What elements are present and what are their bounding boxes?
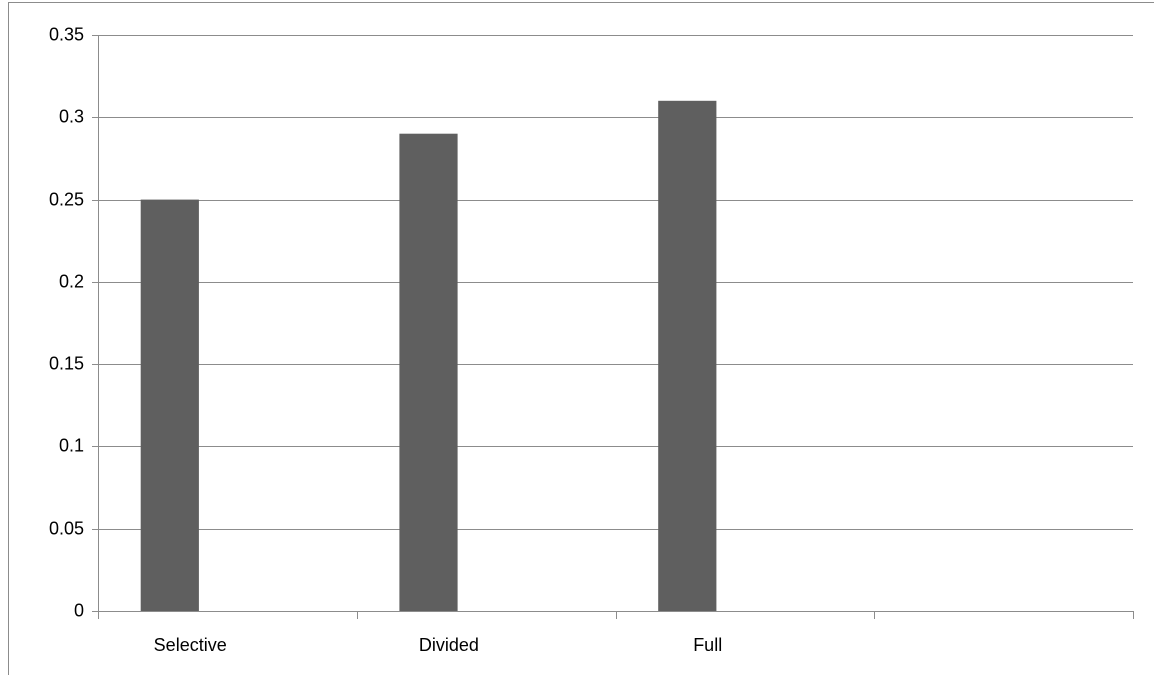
bar-full bbox=[658, 100, 717, 612]
y-tick-label-5: 0.25 bbox=[49, 189, 84, 209]
y-tick-label-0: 0 bbox=[74, 600, 84, 620]
y-tick-label-6: 0.3 bbox=[59, 106, 84, 126]
tick-labels: 0 0.05 0.1 0.15 0.2 0.25 0.3 0.35 Selective Divid… bbox=[49, 24, 722, 655]
x-tick-label-full: Full bbox=[693, 635, 722, 655]
x-tick-label-selective: Selective bbox=[154, 635, 227, 655]
y-tick-label-3: 0.15 bbox=[49, 353, 84, 373]
y-tick-label-1: 0.05 bbox=[49, 518, 84, 538]
gridlines bbox=[98, 35, 1133, 530]
bar-divided bbox=[399, 133, 458, 611]
y-tick-label-2: 0.1 bbox=[59, 435, 84, 455]
bars bbox=[140, 100, 717, 612]
axes bbox=[92, 35, 1134, 619]
y-tick-label-7: 0.35 bbox=[49, 24, 84, 44]
x-tick-label-divided: Divided bbox=[419, 635, 479, 655]
bar-selective bbox=[140, 199, 199, 611]
chart-frame bbox=[8, 2, 1154, 675]
y-tick-label-4: 0.2 bbox=[59, 271, 84, 291]
